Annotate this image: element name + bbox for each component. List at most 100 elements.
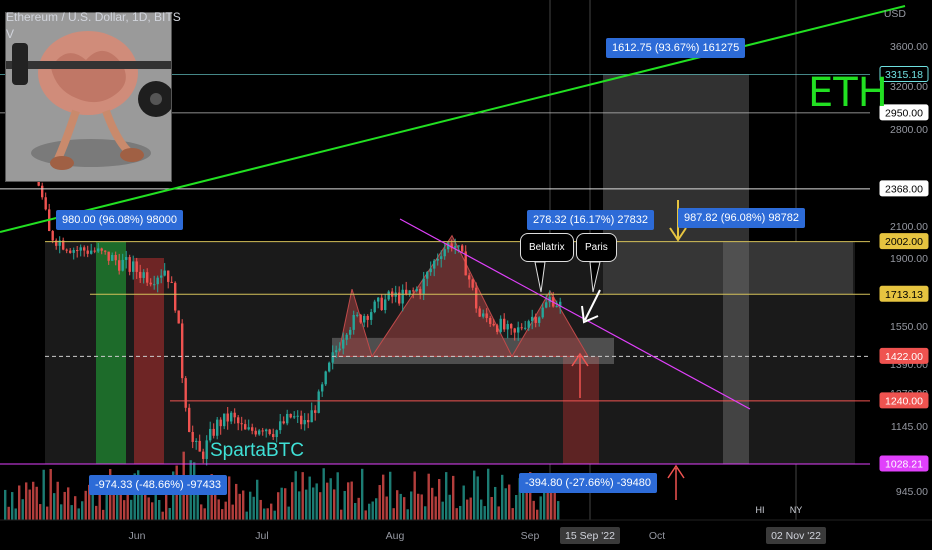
- volume-bar: [543, 475, 546, 520]
- candle-body: [436, 258, 439, 261]
- callout-pointer: [589, 261, 601, 293]
- candle-body: [163, 270, 166, 276]
- y-tick-label: 3600.00: [890, 41, 928, 53]
- candle-body: [258, 430, 261, 435]
- price-tag: 1422.00: [885, 351, 923, 363]
- brain-dumbbell-image: [5, 12, 174, 182]
- volume-bar: [399, 493, 402, 520]
- y-tick-label: 945.00: [896, 486, 928, 498]
- candle-body: [279, 421, 282, 431]
- volume-bar: [483, 506, 486, 520]
- candle-body: [419, 288, 422, 294]
- volume-bar: [315, 483, 318, 520]
- candle-body: [380, 297, 383, 311]
- volume-bar: [497, 506, 500, 520]
- candle-body: [296, 415, 299, 417]
- candle-body: [139, 271, 142, 278]
- candle-body: [104, 250, 107, 252]
- price-tag: 1713.13: [885, 289, 923, 301]
- volume-bar: [228, 476, 231, 520]
- candle-body: [132, 261, 135, 272]
- volume-bar: [256, 479, 259, 520]
- measure-badge[interactable]: -394.80 (-27.66%) -39480: [519, 473, 657, 493]
- candlesticks: [6, 106, 562, 466]
- measure-badge[interactable]: -974.33 (-48.66%) -97433: [89, 475, 227, 495]
- volume-bar: [123, 500, 126, 520]
- x-tick-label: Aug: [386, 530, 405, 542]
- volume-bar: [46, 506, 49, 520]
- callout-bellatrix[interactable]: Bellatrix: [520, 233, 574, 262]
- candle-body: [545, 302, 548, 308]
- price-tag: 2950.00: [885, 107, 923, 119]
- measure-badge[interactable]: 278.32 (16.17%) 27832: [527, 210, 654, 230]
- up-arrow: [571, 352, 589, 398]
- candle-body: [503, 318, 506, 330]
- volume-bar: [508, 484, 511, 520]
- volume-bar: [266, 508, 269, 520]
- volume-bar: [382, 474, 385, 520]
- volume-bar: [231, 504, 234, 520]
- volume-bar: [452, 475, 455, 520]
- price-tag: 2368.00: [885, 183, 923, 195]
- candle-body: [237, 417, 240, 424]
- volume-bar: [529, 472, 532, 520]
- volume-bar: [501, 474, 504, 520]
- volume-bar: [172, 471, 175, 520]
- volume-bar: [42, 469, 45, 520]
- candle-body: [118, 260, 121, 271]
- volume-bar: [410, 491, 413, 520]
- green-zone: [96, 241, 126, 464]
- volume-bar: [203, 508, 206, 520]
- volume-bar: [221, 509, 224, 520]
- volume-bar: [242, 490, 245, 520]
- candle-body: [310, 410, 313, 423]
- volume-bar: [557, 501, 560, 520]
- volume-bar: [319, 492, 322, 520]
- volume-bar: [70, 505, 73, 520]
- volume-bar: [473, 470, 476, 520]
- candle-body: [524, 327, 527, 329]
- candle-body: [342, 339, 345, 349]
- candle-body: [485, 313, 488, 319]
- callout-paris[interactable]: Paris: [576, 233, 617, 262]
- price-tag-box: [879, 180, 929, 197]
- volume-bar: [375, 498, 378, 520]
- volume-bar: [378, 485, 381, 520]
- candle-body: [471, 279, 474, 288]
- volume-bar: [424, 506, 427, 520]
- volume-bar: [403, 497, 406, 520]
- volume-bar: [91, 477, 94, 520]
- volume-bar: [462, 485, 465, 520]
- measure-badge[interactable]: 987.82 (96.08%) 98782: [678, 208, 805, 228]
- candle-body: [181, 323, 184, 379]
- candle-body: [202, 451, 205, 459]
- candle-body: [142, 272, 145, 278]
- volume-bar: [252, 496, 255, 520]
- candle-body: [531, 316, 534, 322]
- volume-bar: [350, 481, 353, 520]
- volume-bar: [427, 473, 430, 520]
- volume-bar: [441, 501, 444, 520]
- volume-bar: [214, 489, 217, 520]
- volume-bar: [151, 502, 154, 520]
- candle-body: [240, 423, 243, 425]
- volume-bar: [224, 501, 227, 520]
- candle-body: [541, 307, 544, 318]
- measure-badge[interactable]: 980.00 (96.08%) 98000: [56, 210, 183, 230]
- candle-body: [230, 412, 233, 422]
- candle-body: [188, 407, 191, 432]
- volume-bar: [270, 503, 273, 520]
- volume-bar: [420, 494, 423, 520]
- volume-bar: [361, 468, 364, 520]
- volume-bar: [553, 490, 556, 520]
- candle-body: [198, 440, 201, 452]
- candle-body: [177, 310, 180, 324]
- candle-body: [349, 329, 352, 335]
- y-tick-label: 2800.00: [890, 124, 928, 136]
- candle-body: [184, 378, 187, 408]
- candle-body: [489, 318, 492, 324]
- measure-badge[interactable]: 1612.75 (93.67%) 161275: [606, 38, 746, 58]
- candle-body: [517, 327, 520, 333]
- candle-body: [209, 428, 212, 441]
